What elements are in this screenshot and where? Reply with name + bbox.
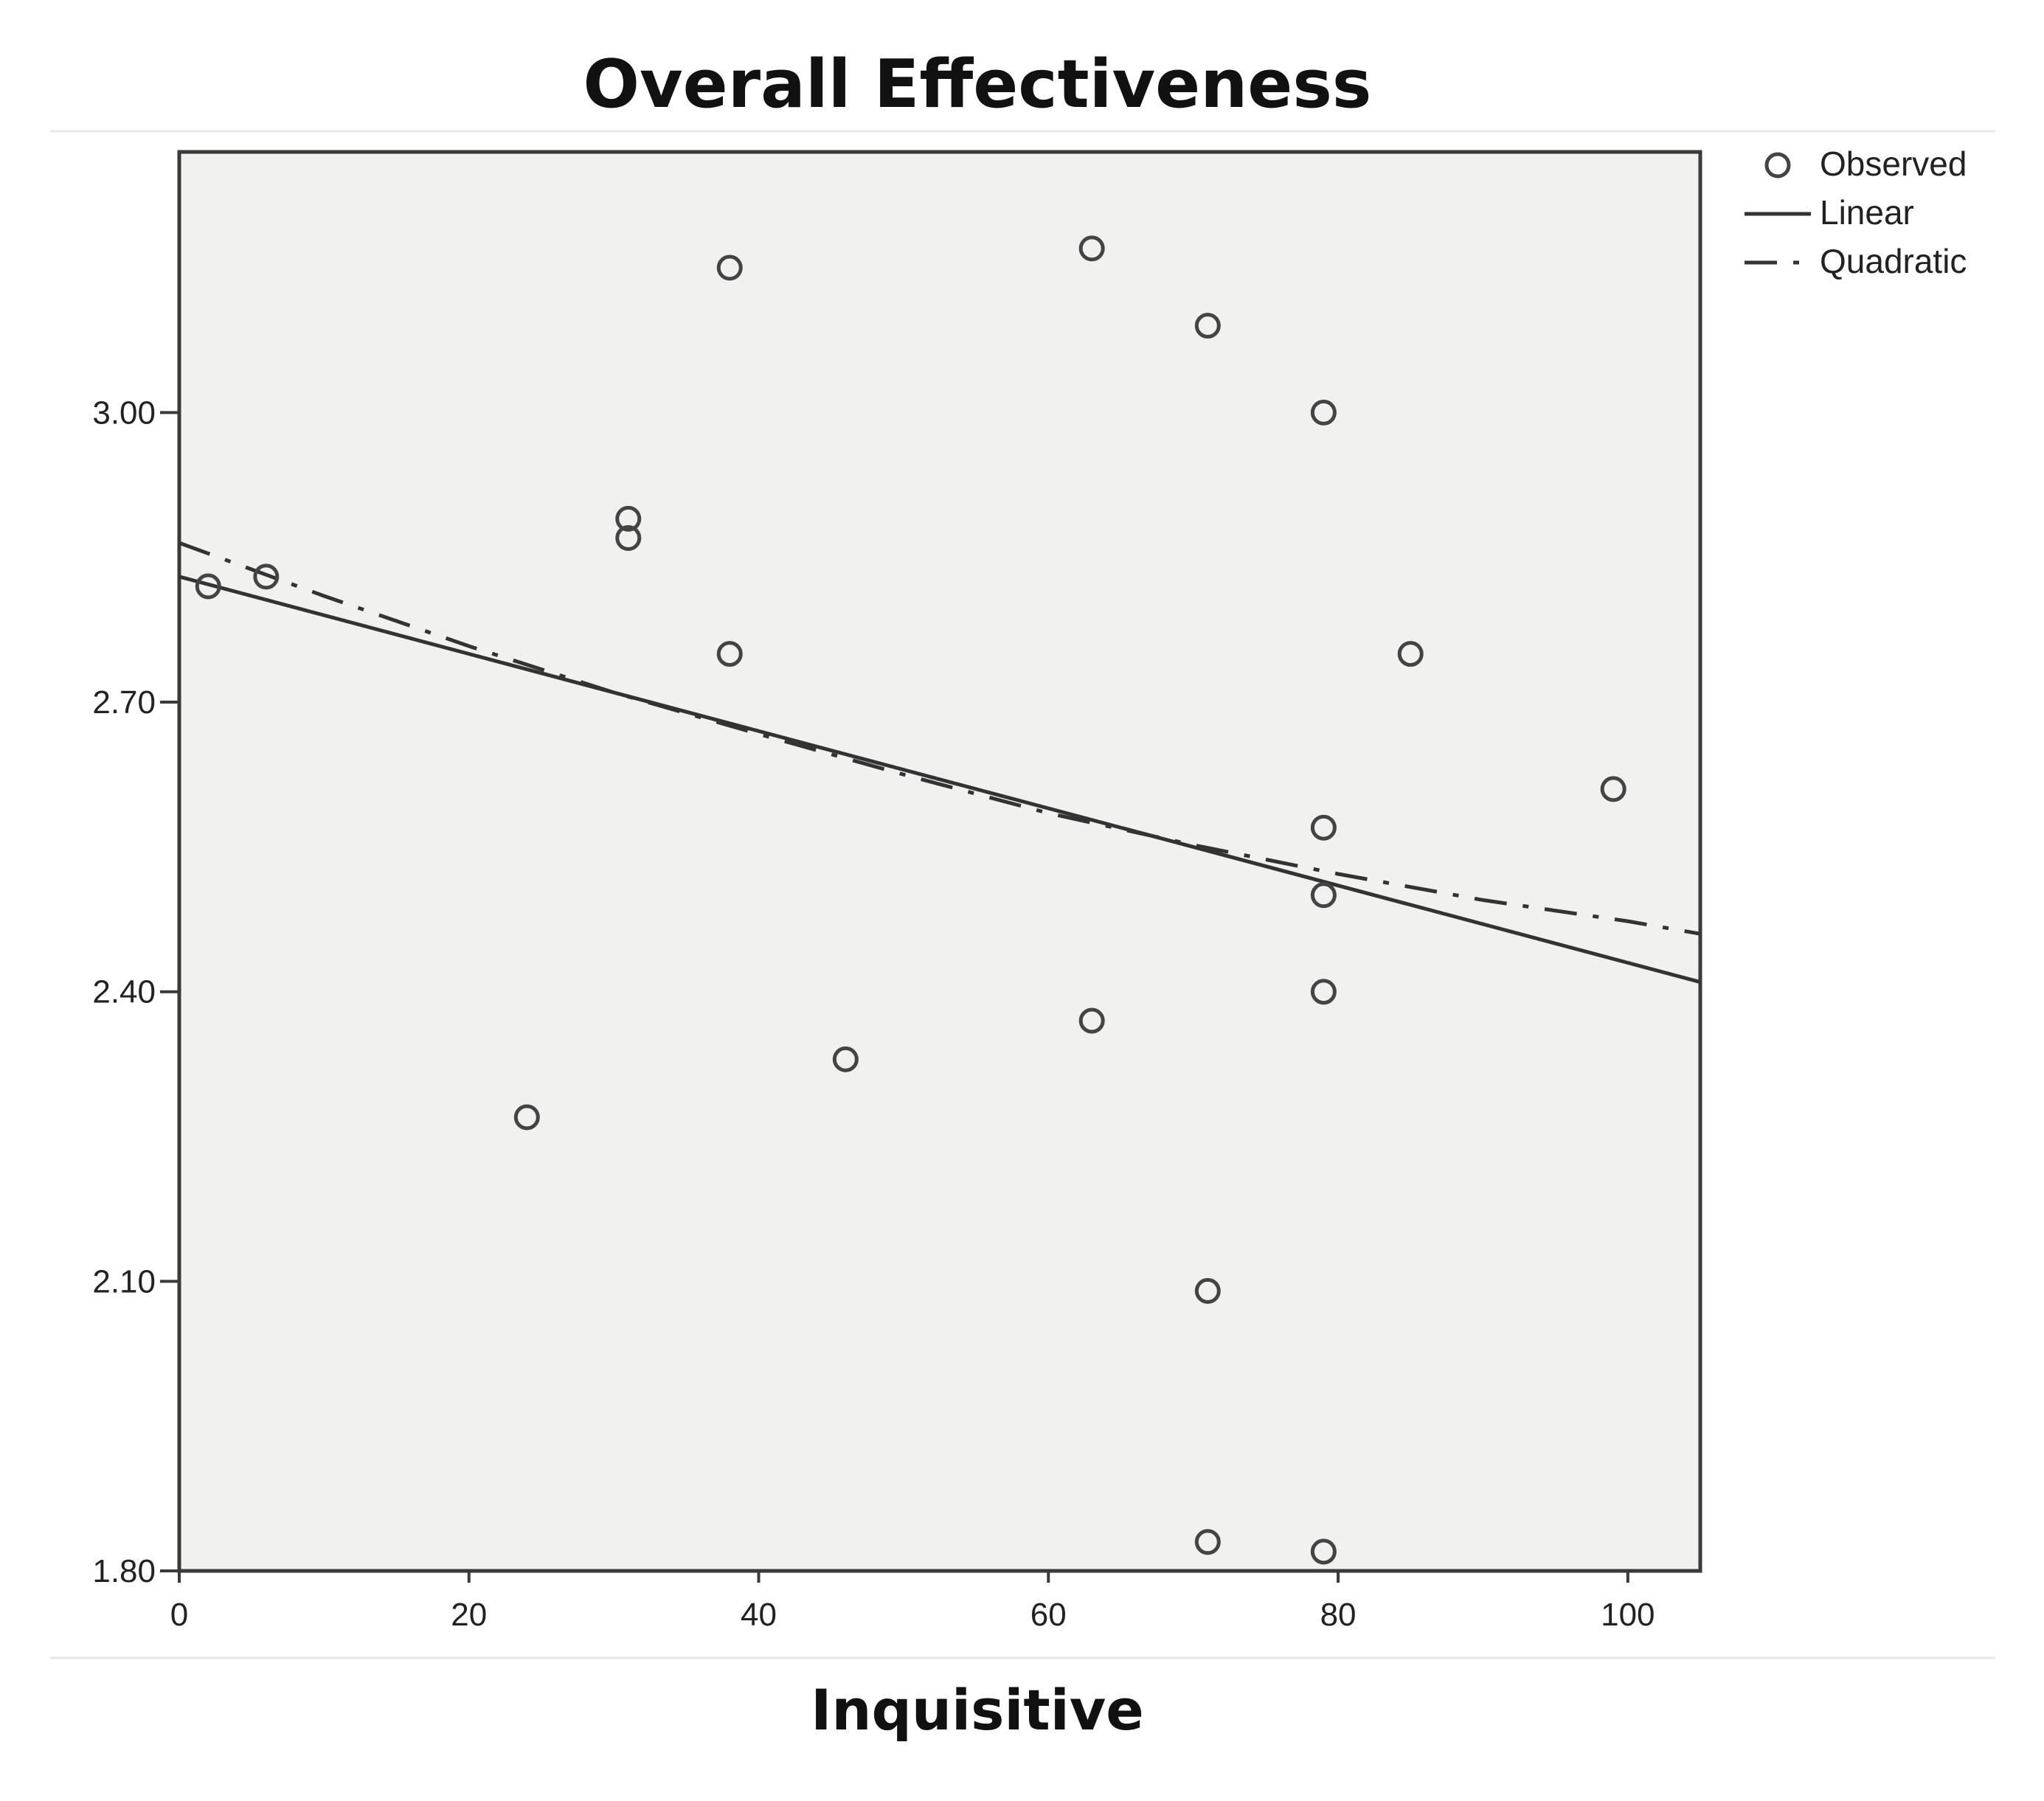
fit-lines <box>179 541 1701 985</box>
y-tick-label: 3.00 <box>92 395 156 431</box>
observed-point <box>716 641 743 667</box>
observed-point <box>1310 882 1337 909</box>
legend-quadratic-label: Quadratic <box>1820 242 1967 280</box>
y-tick-label: 1.80 <box>92 1553 156 1589</box>
observed-point <box>1310 814 1337 841</box>
legend-observed-marker <box>1764 152 1791 178</box>
y-tick-label: 2.40 <box>92 974 156 1010</box>
observed-point <box>716 254 743 281</box>
observed-point <box>1078 1007 1105 1034</box>
observed-point <box>1310 399 1337 426</box>
x-axis-label: Inquisitive <box>811 1677 1144 1743</box>
x-tick-label: 40 <box>741 1597 777 1633</box>
observed-point <box>1194 1529 1221 1555</box>
x-tick-label: 100 <box>1601 1597 1655 1633</box>
observed-point <box>1397 641 1424 667</box>
x-tick-label: 0 <box>170 1597 188 1633</box>
chart-title: Overall Effectiveness <box>583 46 1372 123</box>
observed-point <box>1600 776 1626 802</box>
observed-point <box>1310 979 1337 1005</box>
plot-area <box>177 150 1702 1573</box>
x-tick-label: 20 <box>451 1597 487 1633</box>
legend-observed-label: Observed <box>1820 145 1967 183</box>
y-axis: 1.80 2.10 2.40 2.70 3.00 <box>92 395 179 1589</box>
observed-point <box>615 525 642 552</box>
y-tick-label: 2.70 <box>92 684 156 721</box>
observed-point <box>832 1046 859 1072</box>
observed-point <box>253 563 280 590</box>
observed-point <box>1194 313 1221 339</box>
legend-linear-label: Linear <box>1820 193 1914 232</box>
x-axis: 0 20 40 60 80 100 <box>170 1571 1655 1633</box>
observed-point <box>513 1104 540 1131</box>
observed-point <box>195 573 221 600</box>
observed-point <box>1078 235 1105 262</box>
observed-point <box>1310 1538 1337 1565</box>
linear-fit-line <box>179 575 1701 985</box>
observed-point <box>615 505 642 532</box>
x-tick-label: 60 <box>1030 1597 1067 1633</box>
observed-point <box>1194 1277 1221 1304</box>
y-tick-label: 2.10 <box>92 1263 156 1299</box>
observed-points <box>195 235 1626 1565</box>
x-tick-label: 80 <box>1320 1597 1357 1633</box>
legend: Observed Linear Quadratic <box>1745 145 1967 280</box>
